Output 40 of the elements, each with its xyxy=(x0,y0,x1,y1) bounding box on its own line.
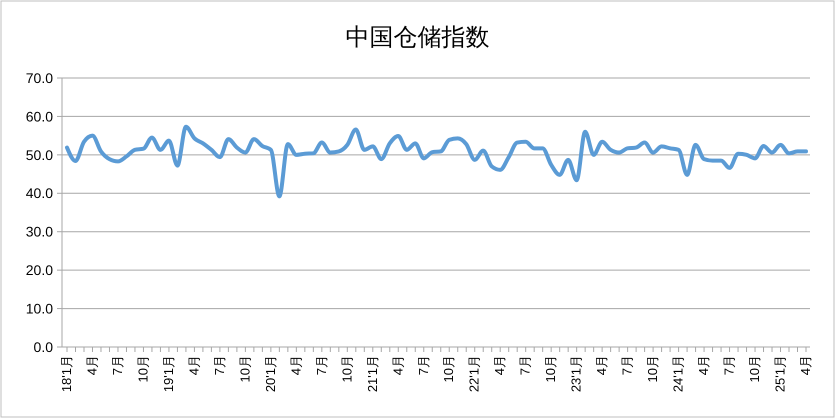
y-tick-label: 60.0 xyxy=(26,108,54,124)
x-tick-label: 10月 xyxy=(645,355,660,382)
x-tick-label: 4月 xyxy=(492,355,508,376)
x-tick-label: 10月 xyxy=(441,355,456,382)
x-tick-label: 7月 xyxy=(620,355,635,376)
x-tick-label: 7月 xyxy=(416,355,431,376)
line-series xyxy=(65,124,808,198)
x-tick-label: 4月 xyxy=(288,355,304,376)
x-tick-label: 4月 xyxy=(84,355,100,376)
x-tick-label: 10月 xyxy=(543,355,558,382)
x-tick-label: 18'1月 xyxy=(59,355,74,392)
x-tick-label: 20'1月 xyxy=(262,355,278,392)
x-tick-label: 7月 xyxy=(212,355,227,376)
y-tick-label: 20.0 xyxy=(26,262,54,278)
x-tick-label: 10月 xyxy=(237,355,252,382)
y-tick-label: 30.0 xyxy=(26,224,54,240)
x-tick-label: 10月 xyxy=(747,355,762,382)
chart-title: 中国仓储指数 xyxy=(346,24,490,51)
x-tick-label: 4月 xyxy=(594,355,610,376)
y-tick-label: 70.0 xyxy=(26,70,54,86)
x-tick-label: 10月 xyxy=(339,355,354,382)
y-tick-label: 10.0 xyxy=(26,300,54,316)
x-tick-label: 7月 xyxy=(722,355,737,376)
x-tick-label: 4月 xyxy=(798,355,813,376)
x-tick-label: 4月 xyxy=(696,355,712,376)
x-tick-label: 25'1月 xyxy=(772,355,788,392)
y-tick-label: 0.0 xyxy=(34,338,54,355)
y-tick-label: 40.0 xyxy=(26,185,54,202)
y-tick-label: 50.0 xyxy=(26,146,54,163)
x-tick-label: 21'1月 xyxy=(364,355,380,392)
x-tick-label: 7月 xyxy=(518,355,533,376)
x-tick-label: 10月 xyxy=(135,355,150,382)
x-tick-label: 7月 xyxy=(110,355,125,376)
x-tick-label: 19'1月 xyxy=(160,355,176,392)
x-tick-label: 22'1月 xyxy=(466,355,482,392)
x-tick-label: 7月 xyxy=(314,355,329,376)
x-tick-label: 4月 xyxy=(390,355,406,376)
x-tick-label: 23'1月 xyxy=(568,355,584,392)
x-tick-label: 4月 xyxy=(186,355,202,376)
x-tick-label: 24'1月 xyxy=(670,355,686,392)
